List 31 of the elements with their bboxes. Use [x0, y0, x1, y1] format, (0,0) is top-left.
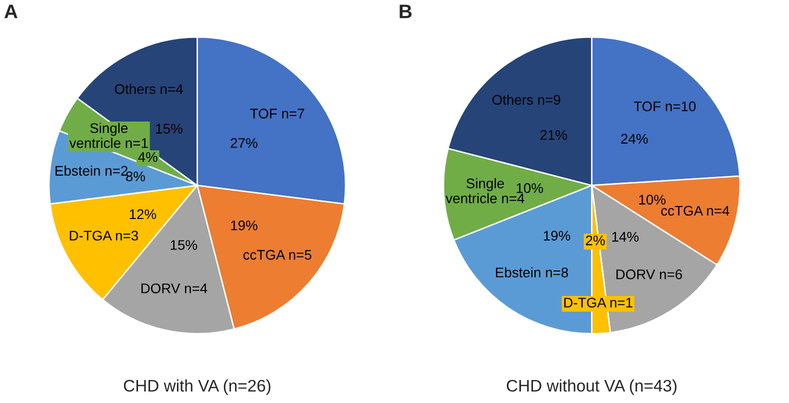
data-label: 19%: [231, 220, 258, 230]
data-label: 27%: [230, 138, 258, 148]
slice-label: Others n=4: [114, 84, 183, 94]
slice-label: Ebstein n=2: [56, 166, 128, 176]
data-label: 10%: [516, 183, 543, 194]
data-label: 4%: [138, 152, 158, 162]
slice-label: Single ventricle n=1: [69, 122, 148, 148]
slice-label: ccTGA n=5: [243, 250, 312, 260]
chart-title: B: [400, 4, 412, 18]
data-label: 21%: [540, 130, 567, 140]
slice-label: Ebstein n=8: [496, 267, 568, 278]
text: CHD without VA (n=43): [506, 379, 676, 395]
slice-label: DORV n=4: [141, 283, 208, 294]
slice-label: TOF n=7: [250, 108, 304, 118]
data-label: 19%: [544, 230, 570, 241]
data-label: 2%: [586, 236, 605, 246]
data-label: 15%: [170, 240, 198, 250]
data-label: 10%: [639, 194, 666, 205]
data-label: 8%: [126, 171, 145, 182]
slice-label: D-TGA n=3: [70, 230, 138, 241]
slice-label: Others n=9: [492, 94, 560, 105]
data-label: 15%: [156, 124, 182, 134]
chart-title: A: [4, 4, 18, 18]
data-label: 12%: [130, 209, 156, 220]
data-label: 24%: [621, 134, 648, 144]
slice-label: D-TGA n=1: [564, 298, 632, 308]
slice-label: ccTGA n=4: [661, 206, 730, 216]
data-label: 14%: [612, 232, 639, 242]
slice-label: DORV n=6: [616, 269, 682, 280]
text: CHD with VA (n=26): [124, 379, 270, 395]
slice-label: TOF n=10: [634, 101, 696, 112]
